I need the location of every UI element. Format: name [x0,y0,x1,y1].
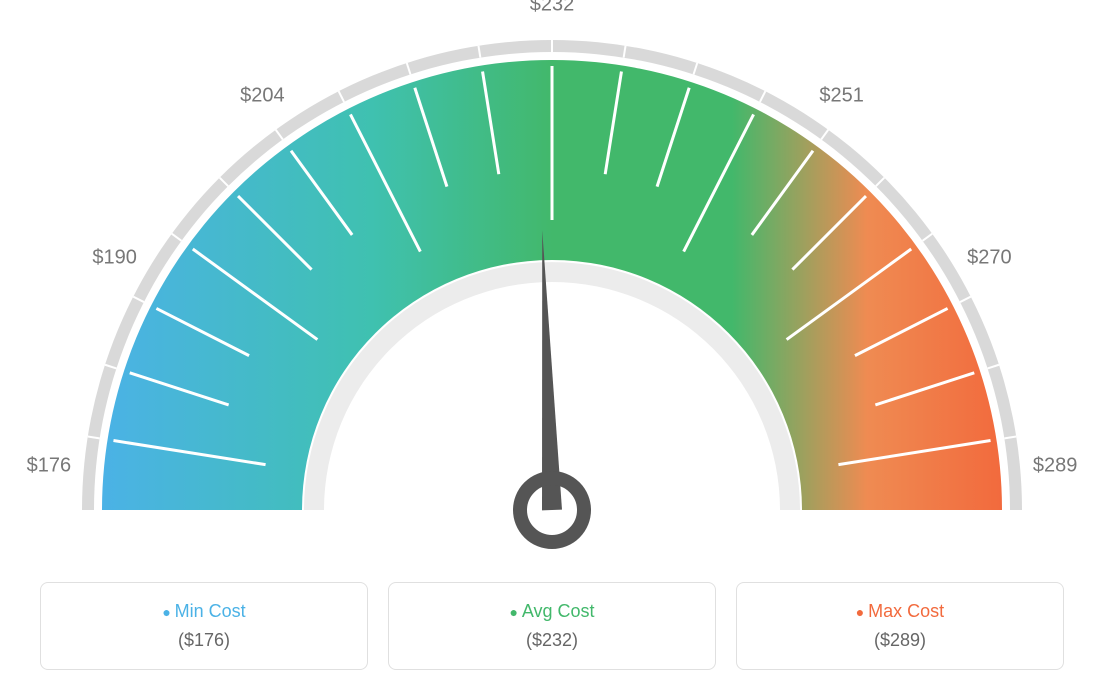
gauge-tick-label: $176 [27,454,72,477]
legend-avg-label: Avg Cost [399,601,705,622]
gauge-tick-label: $251 [819,85,864,108]
gauge-tick-label: $289 [1033,454,1078,477]
gauge-tick-label: $232 [530,0,575,17]
legend-avg-value: ($232) [399,630,705,651]
legend-card-avg: Avg Cost ($232) [388,582,716,670]
legend-max-value: ($289) [747,630,1053,651]
legend-max-label: Max Cost [747,601,1053,622]
legend-row: Min Cost ($176) Avg Cost ($232) Max Cost… [40,582,1064,670]
legend-min-value: ($176) [51,630,357,651]
legend-min-label: Min Cost [51,601,357,622]
legend-card-min: Min Cost ($176) [40,582,368,670]
gauge-tick-label: $204 [240,85,285,108]
gauge-chart: $176 $190 $204 $232 $251 $270 $289 [0,0,1104,560]
gauge-svg [0,0,1104,560]
gauge-tick-label: $190 [92,246,137,269]
gauge-tick-label: $270 [967,246,1012,269]
legend-card-max: Max Cost ($289) [736,582,1064,670]
